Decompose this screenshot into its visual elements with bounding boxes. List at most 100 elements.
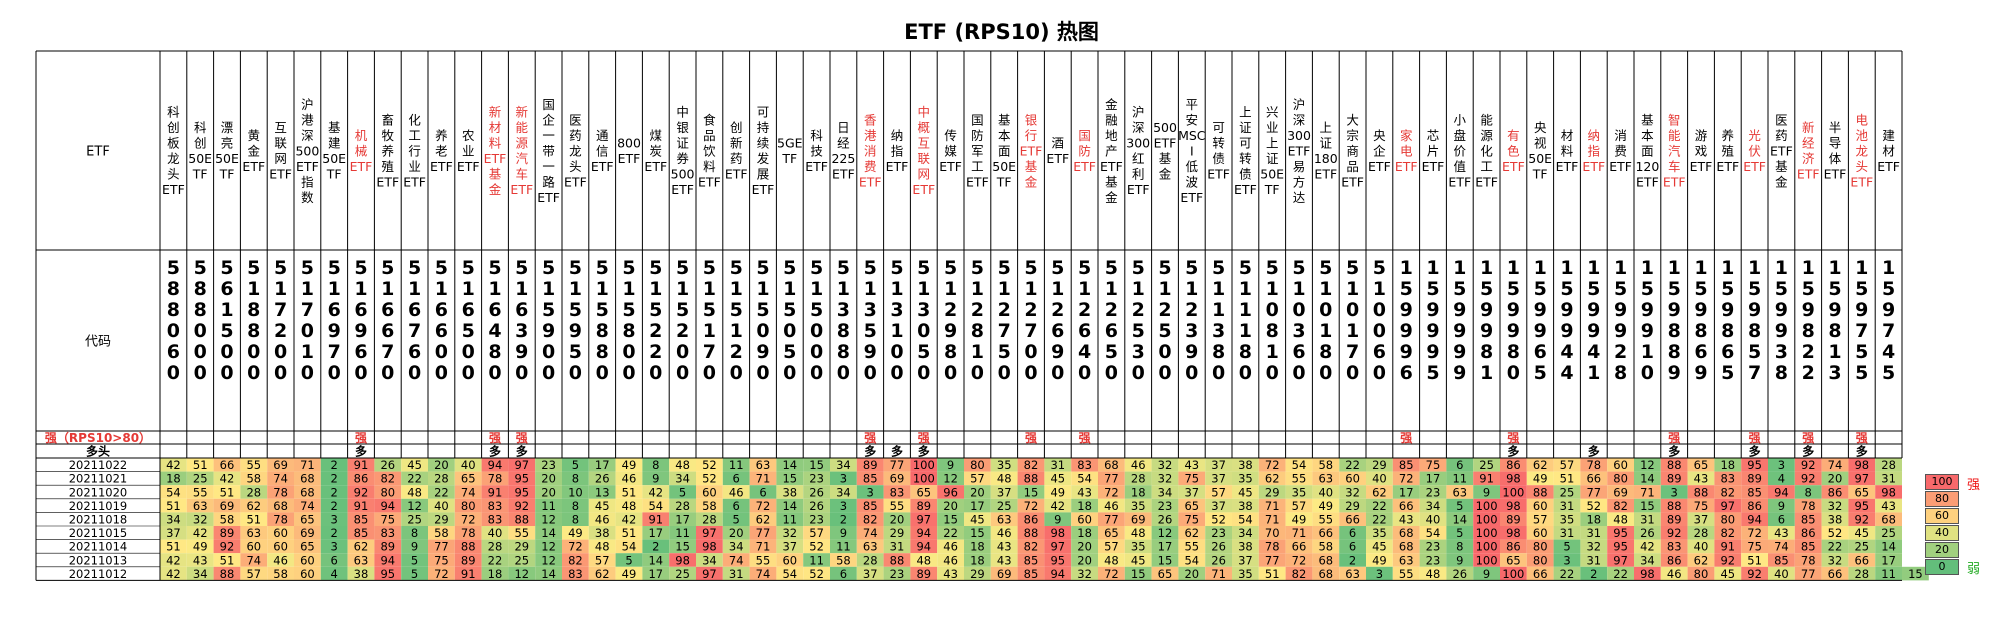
cell-value: 94 bbox=[380, 499, 395, 513]
heatmap-cell bbox=[1580, 512, 1608, 526]
cell-value: 65 bbox=[1854, 485, 1869, 499]
heatmap-cell bbox=[1794, 498, 1822, 513]
heatmap-cell bbox=[1098, 512, 1125, 526]
heatmap-cell bbox=[347, 566, 375, 581]
legend-swatch-80: 80 bbox=[1925, 491, 1959, 507]
cell-value: 15 bbox=[675, 540, 690, 554]
cell-value: 6 bbox=[331, 553, 338, 567]
cell-value: 20 bbox=[541, 472, 556, 486]
cell-value: 60 bbox=[246, 540, 261, 554]
heatmap-cell bbox=[294, 512, 321, 526]
heatmap-cell bbox=[320, 553, 348, 567]
heatmap-cell bbox=[562, 458, 589, 472]
heatmap-cell bbox=[240, 498, 268, 513]
cell-value: 28 bbox=[1131, 472, 1146, 486]
heatmap-cell bbox=[1848, 485, 1876, 499]
cell-value: 68 bbox=[1399, 526, 1414, 540]
heatmap-cell bbox=[1848, 498, 1876, 513]
cell-value: 34 bbox=[675, 472, 690, 486]
heatmap-cell bbox=[1366, 512, 1393, 526]
cell-value: 88 bbox=[1694, 485, 1709, 499]
cell-value: 98 bbox=[1050, 526, 1065, 540]
cell-value: 34 bbox=[1158, 485, 1173, 499]
heatmap-cell bbox=[240, 553, 268, 567]
heatmap-cell bbox=[508, 512, 536, 526]
cell-value: 48 bbox=[407, 485, 422, 499]
etf-header: 基本面 50E TF bbox=[992, 112, 1016, 189]
cell-value: 57 bbox=[1533, 513, 1548, 527]
heatmap-cell bbox=[401, 566, 428, 581]
heatmap-cell bbox=[1607, 498, 1634, 513]
heatmap-cell bbox=[267, 498, 294, 513]
heatmap-cell bbox=[240, 485, 268, 499]
cell-value: 20 bbox=[890, 513, 905, 527]
heatmap-cell bbox=[1366, 485, 1393, 499]
heatmap-cell bbox=[856, 512, 884, 526]
heatmap-cell bbox=[1714, 485, 1742, 499]
cell-value: 34 bbox=[702, 553, 717, 567]
etf-header: 传媒 ETF bbox=[939, 128, 962, 174]
cell-value: 86 bbox=[1506, 458, 1521, 472]
heatmap-cell bbox=[1178, 566, 1206, 581]
heatmap-cell bbox=[722, 471, 750, 486]
etf-header: 光伏 ETF bbox=[1743, 128, 1766, 174]
etf-header: 能源化工 ETF bbox=[1475, 112, 1498, 189]
cell-value: 31 bbox=[1586, 526, 1601, 540]
heatmap-cell bbox=[722, 498, 750, 513]
heatmap-cell bbox=[749, 526, 777, 540]
row-label-etf: ETF bbox=[86, 145, 110, 160]
heatmap-cell bbox=[910, 566, 938, 581]
cell-value: 85 bbox=[354, 526, 369, 540]
cell-value: 34 bbox=[166, 513, 181, 527]
cell-value: 60 bbox=[300, 553, 315, 567]
heatmap-cell bbox=[803, 539, 830, 554]
heatmap-cell bbox=[883, 471, 911, 486]
cell-value: 45 bbox=[407, 458, 422, 472]
heatmap-cell bbox=[1232, 471, 1259, 486]
etf-header: 纳指 ETF bbox=[1582, 128, 1605, 174]
heatmap-cell bbox=[937, 566, 964, 581]
heatmap-cell bbox=[160, 498, 187, 513]
heatmap-cell bbox=[1366, 539, 1393, 554]
heatmap-cell bbox=[722, 553, 750, 567]
etf-header: 新材料 ETF 基金 bbox=[484, 105, 507, 198]
heatmap-cell bbox=[669, 539, 696, 554]
cell-value: 40 bbox=[1372, 472, 1387, 486]
heatmap-cell bbox=[1741, 566, 1768, 581]
cell-value: 97 bbox=[1613, 553, 1628, 567]
cell-value: 23 bbox=[1158, 499, 1173, 513]
bull-mark: 多 bbox=[891, 444, 903, 459]
heatmap-cell bbox=[937, 539, 964, 554]
heatmap-cell bbox=[722, 485, 750, 499]
etf-header: 可转债 ETF bbox=[1207, 120, 1230, 182]
heatmap-cell bbox=[481, 458, 509, 472]
cell-value: 6 bbox=[733, 472, 740, 486]
cell-value: 51 bbox=[246, 513, 261, 527]
date-label: 20211015 bbox=[69, 526, 128, 540]
cell-value: 20 bbox=[943, 499, 958, 513]
cell-value: 72 bbox=[461, 513, 476, 527]
cell-value: 98 bbox=[1854, 458, 1869, 472]
cell-value: 78 bbox=[1265, 540, 1280, 554]
cell-value: 92 bbox=[354, 485, 369, 499]
heatmap-cell bbox=[1500, 512, 1527, 526]
cell-value: 60 bbox=[1533, 499, 1548, 513]
heatmap-cell bbox=[1178, 458, 1206, 472]
cell-value: 22 bbox=[1613, 567, 1628, 581]
cell-value: 94 bbox=[1774, 485, 1789, 499]
cell-value: 29 bbox=[890, 526, 905, 540]
heatmap-cell bbox=[964, 553, 991, 567]
etf-header: 日经 225 ETF bbox=[831, 120, 855, 182]
cell-value: 63 bbox=[1399, 553, 1414, 567]
heatmap-cell bbox=[1768, 485, 1795, 499]
heatmap-cell bbox=[910, 526, 938, 540]
heatmap-cell bbox=[883, 553, 911, 567]
cell-value: 97 bbox=[1854, 472, 1869, 486]
